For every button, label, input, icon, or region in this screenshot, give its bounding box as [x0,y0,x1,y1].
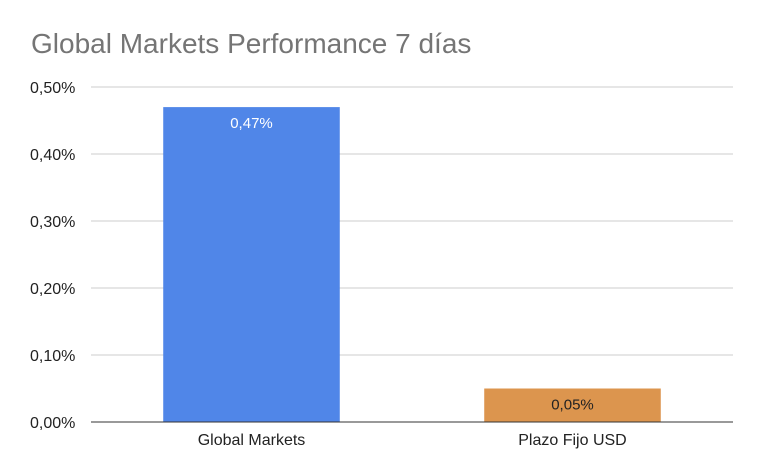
y-tick-label: 0,30% [30,214,75,231]
y-tick-label: 0,00% [30,415,75,432]
x-category-label: Global Markets [198,432,306,449]
y-tick-label: 0,10% [30,348,75,365]
y-tick-label: 0,50% [30,80,75,97]
x-category-label: Plazo Fijo USD [518,432,626,449]
bar-1 [163,107,340,422]
data-label: 0,47% [230,115,273,132]
data-label: 0,05% [551,397,594,414]
y-tick-label: 0,40% [30,147,75,164]
y-tick-label: 0,20% [30,281,75,298]
chart-title: Global Markets Performance 7 días [31,28,472,59]
bar-2 [484,388,661,422]
